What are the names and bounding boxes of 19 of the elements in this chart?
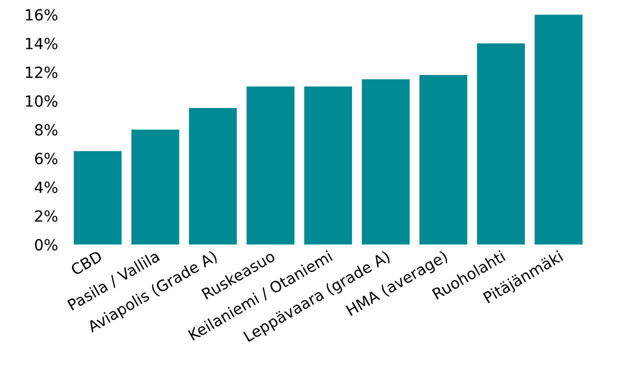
- bar: [534, 14, 582, 245]
- bar: [419, 74, 468, 245]
- bar: [188, 108, 237, 245]
- bar: [362, 79, 410, 245]
- y-tick-label: 6%: [35, 152, 58, 164]
- x-tick-label: CBD: [70, 250, 103, 276]
- y-tick-label: 10%: [26, 95, 58, 107]
- y-tick-label: 16%: [26, 9, 58, 21]
- y-tick-label: 12%: [26, 66, 58, 78]
- bar: [477, 43, 525, 245]
- y-tick-label: 0%: [35, 239, 58, 251]
- y-tick-label: 14%: [26, 38, 58, 50]
- bar: [74, 151, 122, 245]
- bar: [246, 86, 294, 245]
- y-tick-label: 8%: [35, 124, 58, 136]
- y-tick-label: 2%: [35, 210, 58, 222]
- y-tick-label: 4%: [34, 182, 58, 194]
- bar: [304, 86, 352, 245]
- bar: [131, 130, 180, 245]
